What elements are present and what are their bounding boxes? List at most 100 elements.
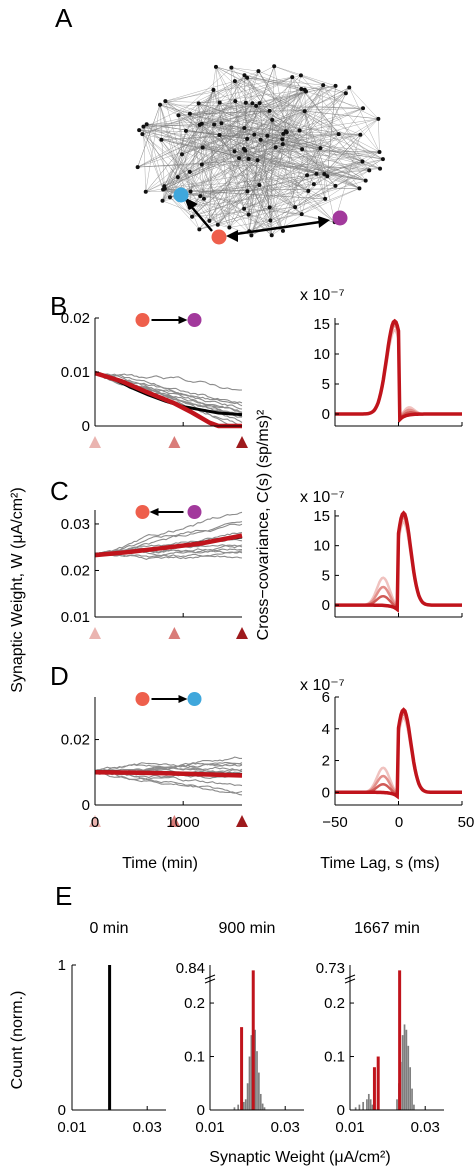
- network-edge: [143, 126, 164, 190]
- network-edge: [322, 84, 363, 162]
- network-edge: [221, 123, 321, 149]
- network-edge: [159, 104, 165, 187]
- y-tick-label: 0.1: [324, 1049, 345, 1066]
- network-edge: [256, 105, 379, 120]
- x-tick-label: 1000: [166, 814, 199, 831]
- histogram-bar: [256, 1051, 258, 1110]
- network-edge: [146, 124, 361, 135]
- network-edge: [231, 67, 336, 187]
- network-node: [318, 146, 323, 151]
- network-node: [378, 166, 383, 171]
- network-node: [280, 228, 285, 233]
- network-edge: [165, 101, 302, 215]
- network-edge: [301, 149, 360, 189]
- network-node: [280, 142, 285, 147]
- network-edge: [335, 158, 384, 187]
- network-edge: [189, 89, 305, 173]
- network-edge: [235, 100, 270, 112]
- network-node: [311, 182, 316, 187]
- network-edge: [139, 129, 328, 177]
- network-edge: [146, 124, 190, 173]
- network-edge: [202, 133, 339, 148]
- network-edge: [244, 127, 383, 160]
- time-marker: [89, 815, 101, 827]
- time-marker: [89, 627, 101, 639]
- neuron-purple: [332, 210, 348, 226]
- network-edge: [285, 131, 296, 208]
- network-edge: [145, 151, 380, 192]
- weight-y-label: Synaptic Weight, W (μA/cm²): [9, 487, 26, 692]
- network-edge: [139, 129, 255, 135]
- histogram-bar: [371, 1104, 374, 1110]
- network-edge: [164, 89, 214, 187]
- histogram-bar: [263, 1107, 266, 1110]
- network-node: [245, 75, 250, 80]
- network-edge: [267, 119, 273, 136]
- network-node: [241, 146, 246, 151]
- network-edge: [201, 147, 276, 165]
- network-edge: [146, 124, 165, 187]
- time-marker: [168, 436, 181, 448]
- network-edge: [139, 129, 326, 200]
- network-node: [306, 189, 311, 194]
- network-edge: [189, 161, 363, 208]
- network-edge: [300, 75, 381, 169]
- network-node: [347, 85, 352, 90]
- sample-trace: [94, 511, 243, 555]
- network-edge: [199, 159, 258, 230]
- network-edge: [327, 85, 336, 177]
- network-edge: [164, 151, 235, 187]
- time-marker: [236, 436, 248, 448]
- network-edge: [162, 103, 199, 190]
- network-edge: [145, 102, 220, 192]
- x-tick-label: 0.03: [411, 1119, 440, 1136]
- network-edge: [282, 85, 324, 231]
- network-edge: [189, 108, 364, 115]
- histogram-title: 0 min: [89, 920, 128, 937]
- y-tick-label: 0: [58, 1102, 66, 1119]
- neuron-pre-icon: [135, 692, 150, 706]
- network-edge: [257, 159, 370, 171]
- histogram-bar: [250, 1035, 253, 1110]
- network-node: [249, 233, 254, 238]
- network-edge: [213, 89, 286, 132]
- network-edge: [335, 170, 370, 187]
- network-edge: [234, 77, 248, 82]
- network-edge: [137, 110, 305, 168]
- network-node: [196, 101, 201, 106]
- network-edge: [165, 80, 235, 102]
- x-tick-label: 0: [91, 814, 99, 831]
- network-edge: [313, 161, 363, 185]
- network-edge: [295, 161, 363, 208]
- network-node: [303, 89, 308, 94]
- hist-x-label: Synaptic Weight (μA/cm²): [209, 1149, 390, 1166]
- network-node: [258, 137, 263, 142]
- x-tick-label: 0.03: [133, 1119, 162, 1136]
- network-node: [200, 145, 205, 150]
- network-edge: [324, 174, 326, 199]
- network-edge: [178, 66, 275, 116]
- network-node: [158, 102, 163, 107]
- network-edge: [325, 170, 370, 200]
- histogram-bar: [261, 1103, 264, 1110]
- histogram-bar: [233, 1107, 236, 1110]
- histogram-0: 0 min 0 1 0.01 0.03: [57, 920, 166, 1136]
- y-tick-label: 2: [322, 753, 330, 770]
- network-edge: [349, 87, 380, 153]
- histogram-bar: [246, 1083, 249, 1110]
- network-node: [376, 116, 381, 121]
- network-edge: [162, 102, 220, 201]
- network-node: [245, 136, 250, 141]
- network-node: [187, 169, 192, 174]
- network-edge: [201, 123, 284, 231]
- network-edge: [254, 134, 284, 231]
- multiplier-b: x 10⁻⁷: [300, 287, 345, 304]
- network-edge: [243, 133, 339, 209]
- network-edge: [143, 126, 146, 192]
- network-node: [336, 132, 341, 137]
- panel-label-b: B: [50, 291, 67, 321]
- y-tick-label: 0: [82, 797, 90, 814]
- histogram-bar: [242, 1101, 245, 1110]
- network-edge: [246, 77, 270, 111]
